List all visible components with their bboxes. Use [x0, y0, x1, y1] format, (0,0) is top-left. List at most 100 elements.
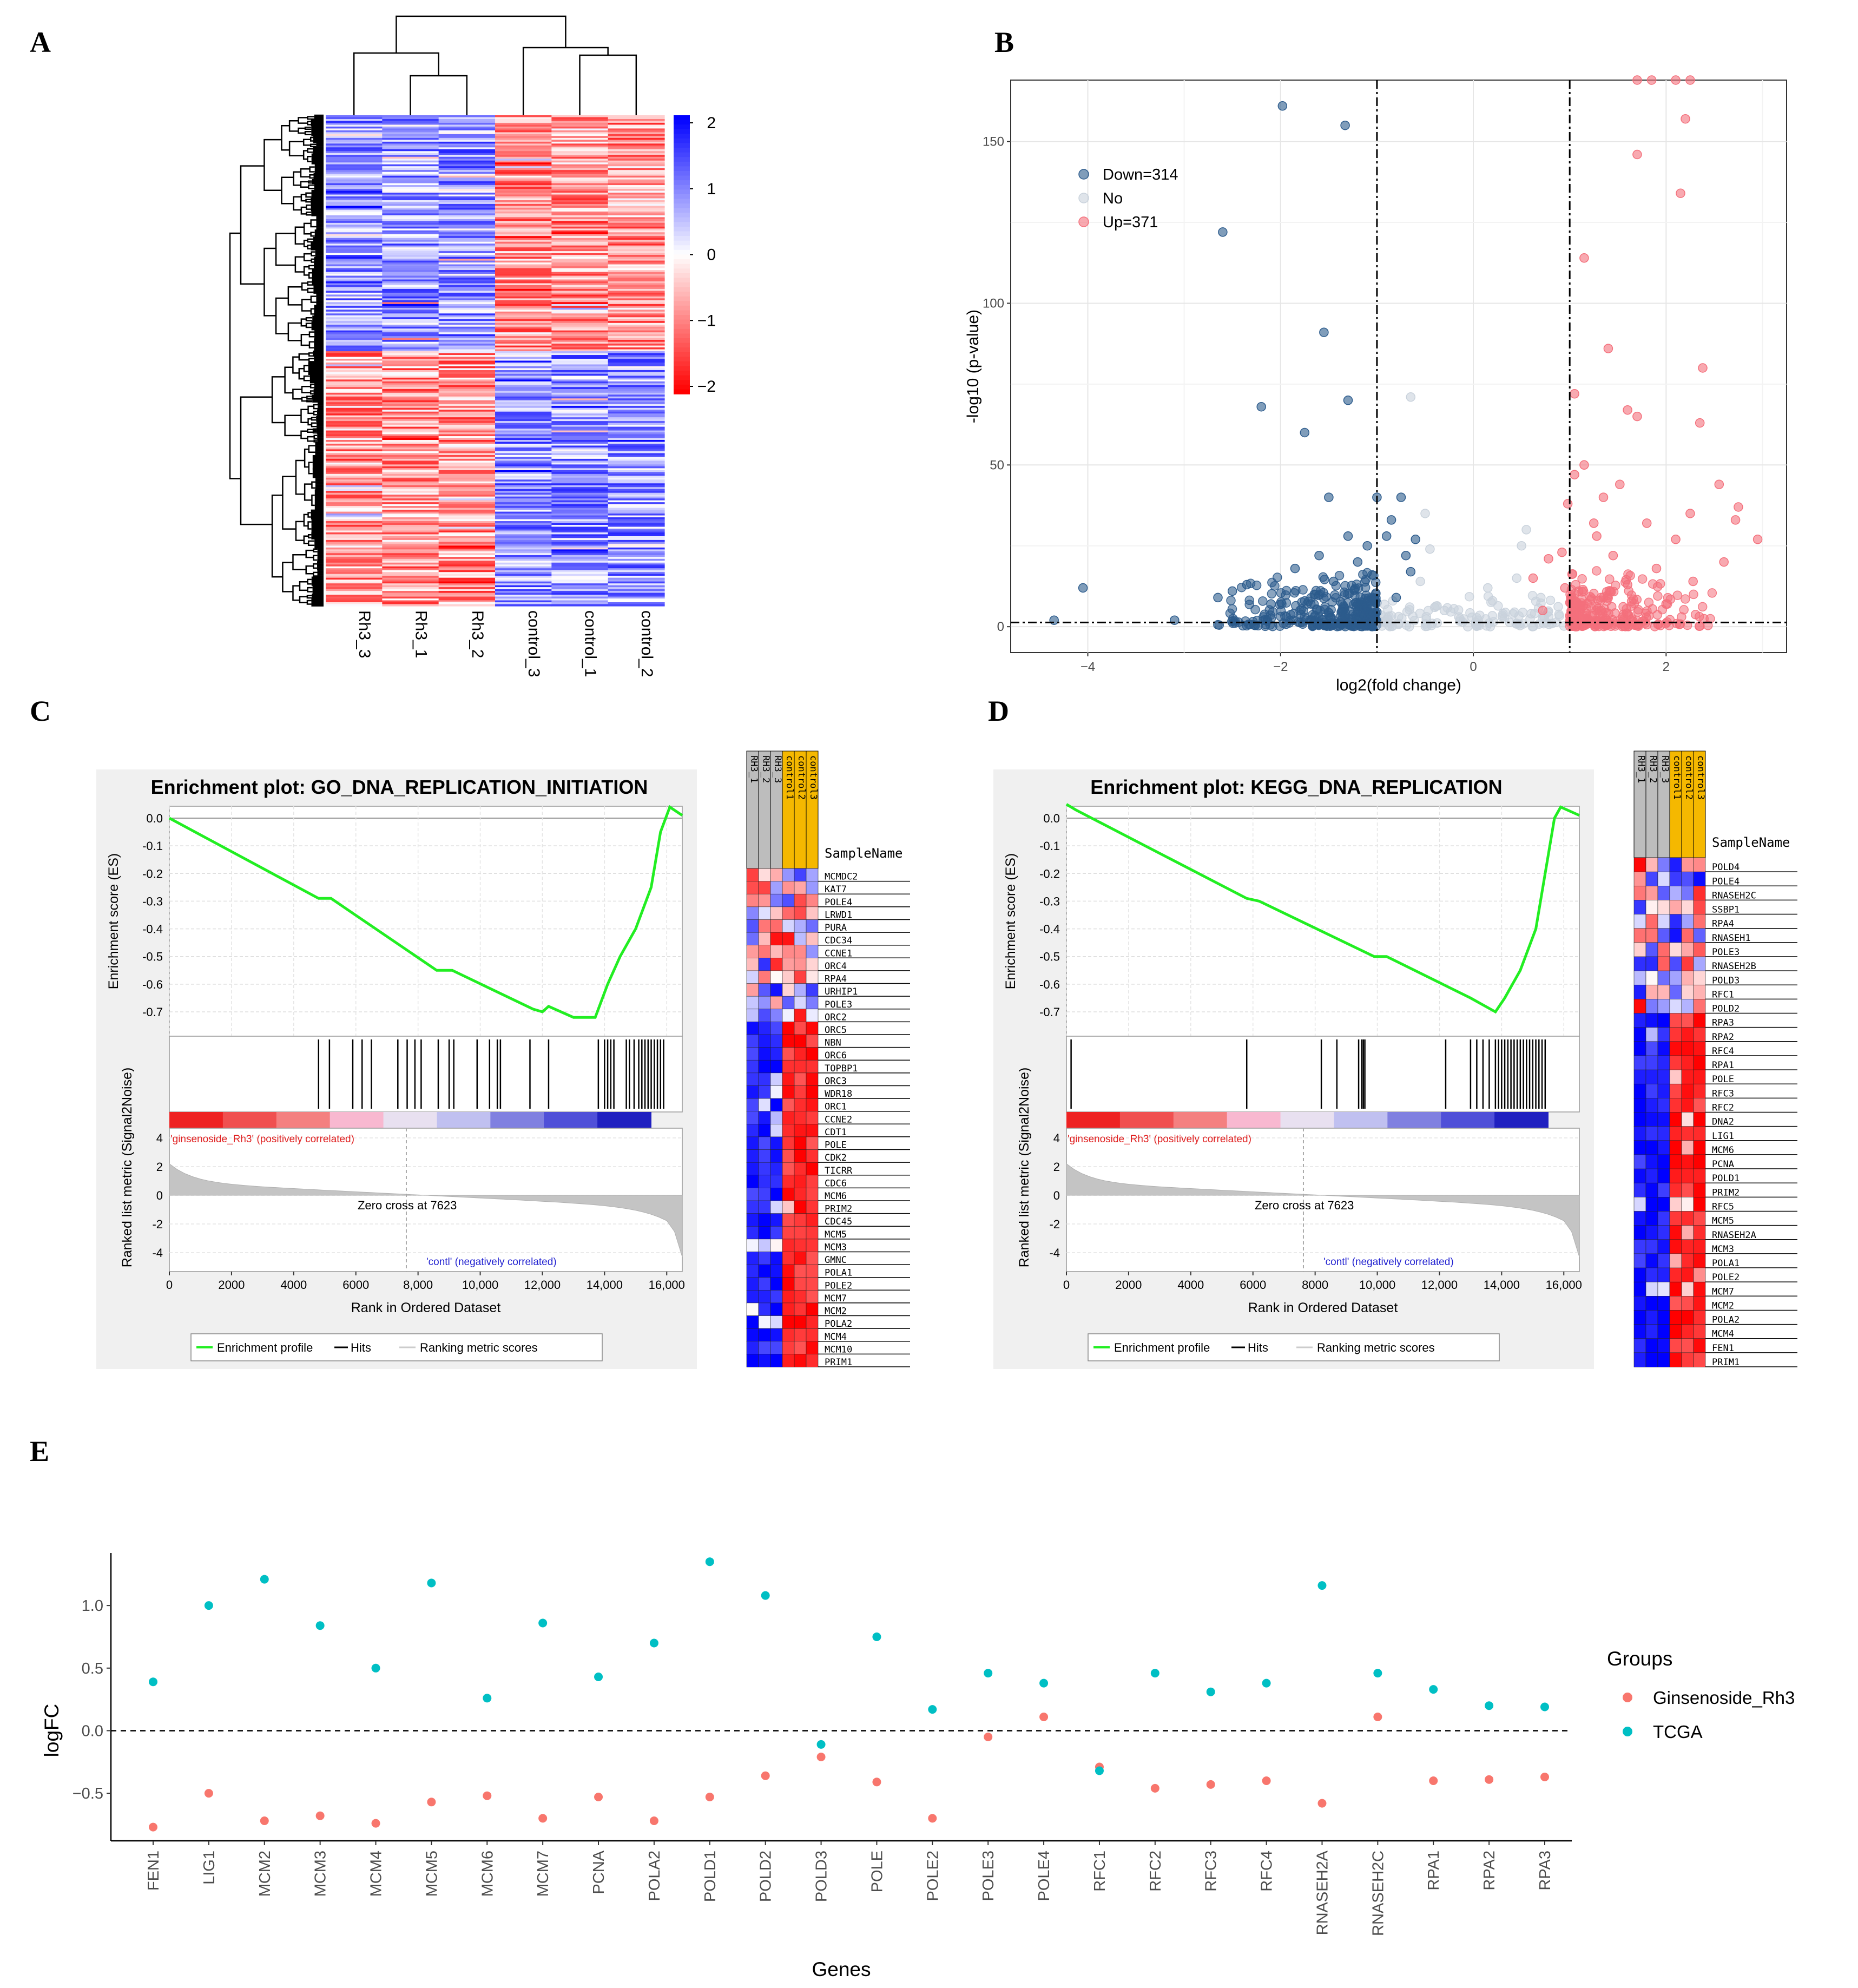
- gsea-x-tick-label: 16,000: [1546, 1278, 1582, 1292]
- gsea-metric-tick-label: 4: [1053, 1131, 1060, 1145]
- heatmap-cell: [326, 398, 383, 401]
- heatmap-cell: [326, 491, 383, 493]
- table-cell: [1693, 1154, 1706, 1169]
- heatmap-cell: [551, 447, 609, 450]
- heatmap-cell: [438, 549, 496, 552]
- heatmap-cell: [551, 217, 609, 220]
- heatmap-cell: [326, 476, 383, 478]
- heatmap-panel: Rh3_3 Rh3_1 Rh3_2 control_3 control_1 control…: [229, 15, 716, 677]
- dendrogram-branch: [300, 334, 309, 346]
- table-cell: [770, 1290, 783, 1304]
- table-gene-label: RNASEH2C: [1712, 890, 1756, 901]
- heatmap-cell: [382, 122, 439, 126]
- heatmap-cell: [551, 558, 609, 561]
- volcano-point: [1497, 612, 1507, 622]
- heatmap-cell: [495, 534, 552, 537]
- heatmap-cell: [551, 287, 609, 289]
- heatmap-cell: [326, 530, 383, 533]
- heatmap-cell: [608, 196, 665, 199]
- heatmap-cell: [326, 213, 383, 216]
- heatmap-cell: [382, 317, 439, 320]
- table-cell: [1681, 942, 1694, 957]
- heatmap-cell: [608, 600, 665, 603]
- heatmap-cell: [551, 423, 609, 425]
- heatmap-cell: [495, 381, 552, 384]
- table-cell: [1645, 1168, 1658, 1184]
- heatmap-cell: [326, 404, 383, 406]
- heatmap-cell: [326, 156, 383, 159]
- heatmap-cell: [551, 140, 609, 142]
- heatmap-cell: [608, 504, 665, 506]
- table-column-label: RH3_1: [748, 755, 759, 783]
- volcano-cloud-point: [1340, 590, 1349, 600]
- volcano-cloud-point: [1295, 605, 1305, 615]
- table-cell: [746, 1136, 759, 1150]
- volcano-cloud-point: [1270, 581, 1280, 591]
- heatmap-cell: [326, 396, 383, 399]
- heatmap-cell: [608, 238, 665, 240]
- heatmap-cell: [326, 294, 383, 297]
- heatmap-cell: [495, 321, 552, 324]
- heatmap-cell: [551, 189, 609, 192]
- heatmap-cell: [495, 278, 552, 280]
- heatmap-cell: [382, 447, 439, 450]
- table-cell: [806, 1328, 819, 1342]
- gsea-title: Enrichment plot: GO_DNA_REPLICATION_INIT…: [151, 776, 648, 798]
- dendrogram-branch: [307, 436, 314, 442]
- heatmap-cell: [382, 247, 439, 250]
- gsea-metric-tick-label: -2: [152, 1217, 163, 1231]
- heatmap-cell: [326, 307, 383, 310]
- heatmap-cell: [551, 322, 609, 325]
- heatmap-cell: [382, 577, 439, 580]
- table-cell: [1693, 970, 1706, 986]
- heatmap-cell: [495, 498, 552, 501]
- heatmap-cell: [495, 251, 552, 254]
- heatmap-cell: [551, 589, 609, 591]
- heatmap-cell: [382, 366, 439, 369]
- colorbar-segment: [674, 361, 690, 367]
- heatmap-cell: [326, 215, 383, 218]
- heatmap-cell: [495, 462, 552, 465]
- heatmap-cell: [326, 389, 383, 391]
- gsea-x-tick-label: 6000: [1240, 1278, 1266, 1292]
- heatmap-cell: [551, 170, 609, 173]
- heatmap-cell: [551, 413, 609, 416]
- volcano-point: [1570, 389, 1579, 399]
- volcano-plot-area: [1010, 80, 1787, 653]
- heatmap-cell: [608, 255, 665, 258]
- heatmap-cell: [326, 330, 383, 333]
- heatmap-cell: [495, 315, 552, 318]
- heatmap-cell: [438, 230, 496, 233]
- logfc-y-label: logFC: [41, 1704, 63, 1757]
- colorbar-segment: [674, 328, 690, 334]
- table-cell: [1645, 970, 1658, 986]
- heatmap-cell: [382, 392, 439, 395]
- dendrogram-branch: [307, 578, 312, 585]
- heatmap-cell: [326, 166, 383, 169]
- table-gene-label: POLE: [1712, 1074, 1734, 1085]
- volcano-point: [1415, 576, 1425, 587]
- table-cell: [1657, 1055, 1670, 1070]
- table-gene-label: POLA2: [1712, 1315, 1740, 1326]
- logfc-x-tick-label: POLA2: [646, 1851, 663, 1901]
- heatmap-cell: [495, 345, 552, 348]
- heatmap-cell: [438, 283, 496, 286]
- heatmap-cell: [326, 230, 383, 233]
- heatmap-cell: [382, 523, 439, 525]
- colorbar-segment: [674, 185, 690, 190]
- heatmap-cell: [551, 349, 609, 352]
- heatmap-cell: [438, 130, 496, 133]
- heatmap-cell: [382, 168, 439, 170]
- table-cell: [770, 1354, 783, 1367]
- gsea-go-panel: Enrichment plot: GO_DNA_REPLICATION_INIT…: [96, 769, 697, 1369]
- heatmap-cell: [551, 143, 609, 146]
- volcano-point: [1329, 576, 1339, 587]
- table-cell: [770, 945, 783, 959]
- heatmap-cell: [438, 121, 496, 123]
- heatmap-cell: [382, 457, 439, 459]
- table-gene-label: MCM5: [1712, 1216, 1734, 1227]
- heatmap-cell: [551, 534, 609, 537]
- heatmap-cell: [495, 398, 552, 401]
- rh3-point: [928, 1814, 937, 1823]
- heatmap-cell: [551, 598, 609, 601]
